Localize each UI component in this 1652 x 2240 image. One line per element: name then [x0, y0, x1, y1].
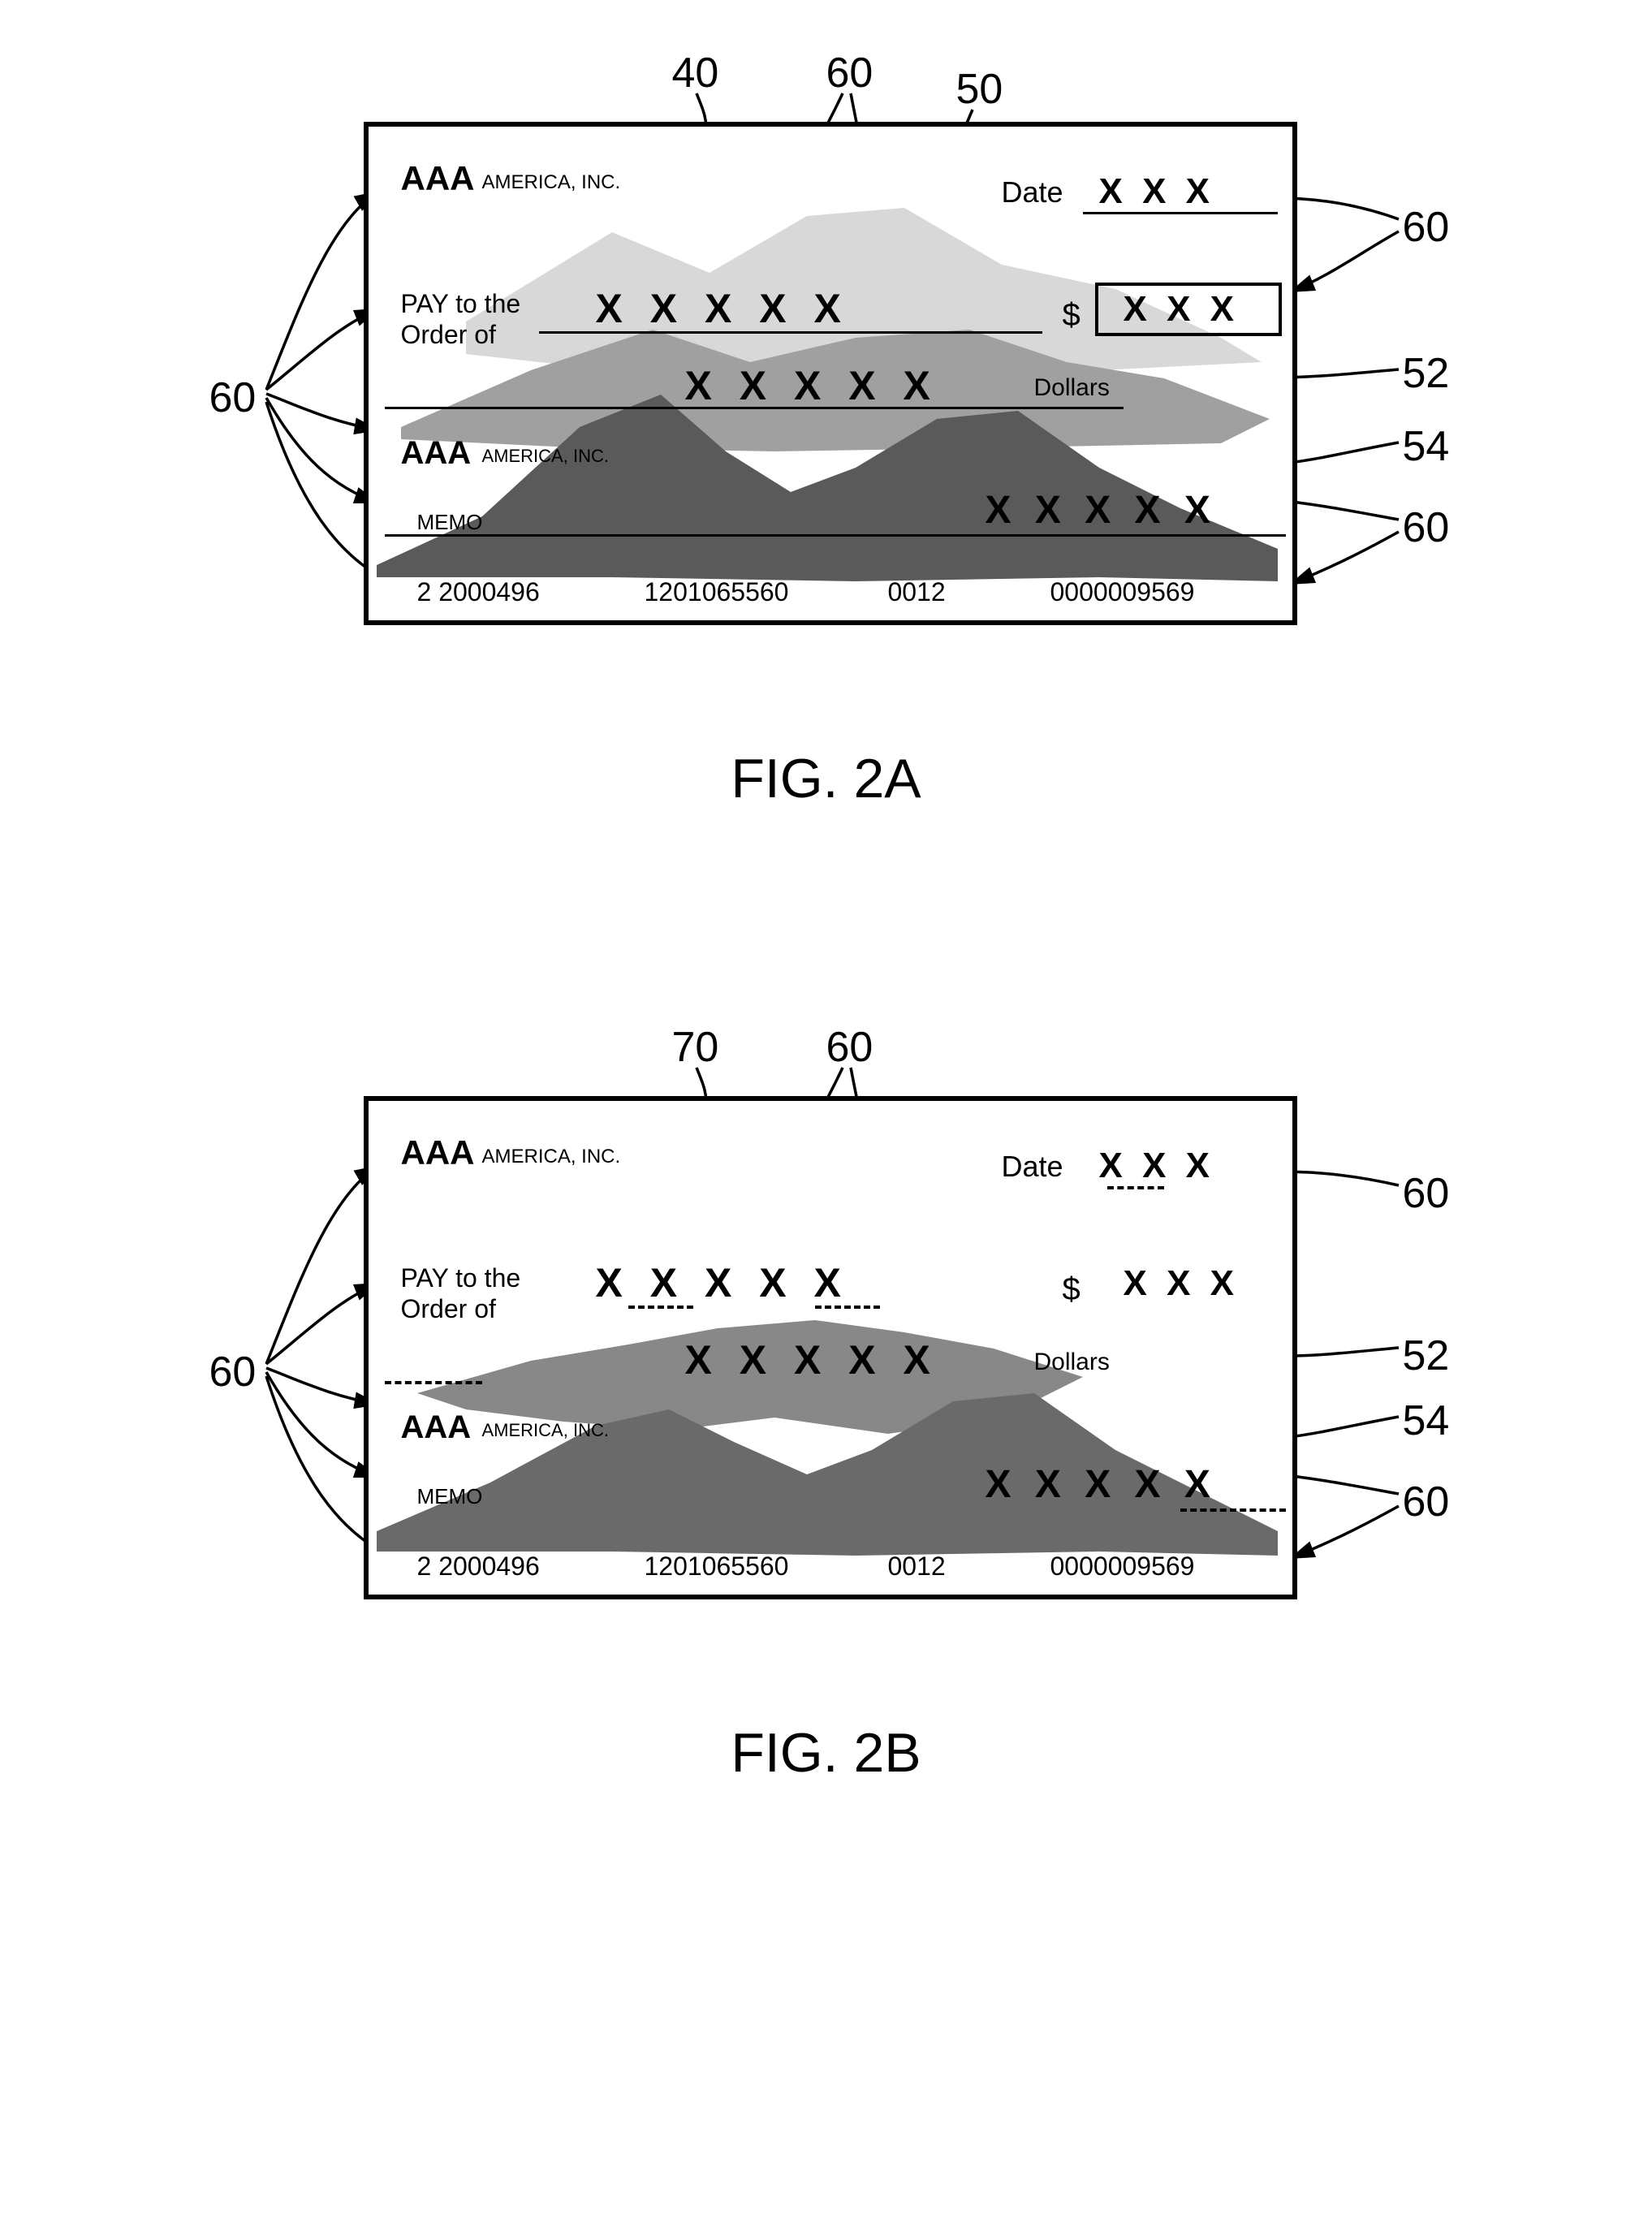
- payee-line-b2: [815, 1306, 880, 1309]
- date-value-b: X X X: [1099, 1146, 1215, 1186]
- payee-value: X X X X X: [596, 285, 849, 332]
- payto-2: Order of: [401, 320, 496, 350]
- date-line-b: [1107, 1186, 1164, 1189]
- callout-60-right-top-b: 60: [1403, 1169, 1450, 1218]
- company-big-b: AAA: [401, 1133, 475, 1172]
- date-line: [1083, 212, 1278, 214]
- payee-line: [539, 331, 1042, 334]
- written-amount: X X X X X: [685, 362, 938, 409]
- bank-small: AMERICA, INC.: [482, 446, 609, 467]
- memo-signature-line: [385, 534, 1286, 537]
- bank-small-b: AMERICA, INC.: [482, 1420, 609, 1441]
- date-label: Date: [1002, 175, 1063, 209]
- payto-2-b: Order of: [401, 1294, 496, 1324]
- dollar-sign: $: [1063, 297, 1080, 334]
- callout-60-right-bot: 60: [1403, 503, 1450, 552]
- figure-2a: 40 60 50 60 52 54 60 60: [136, 49, 1516, 877]
- check-b: AAA AMERICA, INC. Date X X X PAY to the …: [364, 1096, 1297, 1599]
- signature-value-b: X X X X X: [986, 1462, 1217, 1507]
- callout-52-b: 52: [1403, 1331, 1450, 1380]
- signature-value: X X X X X: [986, 488, 1217, 533]
- payto-1-b: PAY to the: [401, 1263, 521, 1293]
- callout-60-left: 60: [209, 373, 257, 422]
- micr-2-b: 1201065560: [645, 1552, 789, 1582]
- amount-value: X X X: [1124, 289, 1240, 330]
- callout-50: 50: [956, 65, 1003, 114]
- caption-2a: FIG. 2A: [731, 747, 921, 810]
- company-big: AAA: [401, 159, 475, 198]
- payto-1: PAY to the: [401, 289, 521, 319]
- micr-4: 0000009569: [1050, 577, 1195, 607]
- memo-label: MEMO: [417, 510, 483, 535]
- micr-1-b: 2 2000496: [417, 1552, 540, 1582]
- callout-60-left-b: 60: [209, 1348, 257, 1396]
- callout-60-top: 60: [826, 49, 873, 97]
- callout-54-b: 54: [1403, 1396, 1450, 1445]
- caption-2b: FIG. 2B: [731, 1721, 921, 1785]
- dollars-label-b: Dollars: [1034, 1349, 1110, 1376]
- micr-3-b: 0012: [888, 1552, 946, 1582]
- callout-60-top-b: 60: [826, 1023, 873, 1072]
- micr-4-b: 0000009569: [1050, 1552, 1195, 1582]
- date-value: X X X: [1099, 171, 1215, 212]
- callout-54: 54: [1403, 422, 1450, 471]
- sig-line-b: [1180, 1508, 1286, 1512]
- amount-value-b: X X X: [1124, 1263, 1240, 1304]
- written-line-b: [385, 1381, 482, 1384]
- company-small: AMERICA, INC.: [482, 171, 621, 194]
- micr-1: 2 2000496: [417, 577, 540, 607]
- bank-big-b: AAA: [401, 1409, 472, 1446]
- bank-big: AAA: [401, 435, 472, 472]
- callout-40: 40: [672, 49, 719, 97]
- callout-52: 52: [1403, 349, 1450, 398]
- memo-label-b: MEMO: [417, 1484, 483, 1509]
- figure-2b: 70 60 60 52 54 60 60 AAA AMERIC: [136, 1023, 1516, 1851]
- check-a: AAA AMERICA, INC. Date X X X PAY to the …: [364, 122, 1297, 625]
- dollars-label: Dollars: [1034, 374, 1110, 402]
- payee-line-b1: [628, 1306, 693, 1309]
- callout-60-right-top: 60: [1403, 203, 1450, 252]
- date-label-b: Date: [1002, 1150, 1063, 1184]
- micr-3: 0012: [888, 577, 946, 607]
- dollar-sign-b: $: [1063, 1271, 1080, 1308]
- written-line: [385, 407, 1124, 409]
- micr-2: 1201065560: [645, 577, 789, 607]
- callout-70: 70: [672, 1023, 719, 1072]
- payee-value-b: X X X X X: [596, 1259, 849, 1306]
- callout-60-right-bot-b: 60: [1403, 1478, 1450, 1526]
- company-small-b: AMERICA, INC.: [482, 1146, 621, 1168]
- written-amount-b: X X X X X: [685, 1336, 938, 1383]
